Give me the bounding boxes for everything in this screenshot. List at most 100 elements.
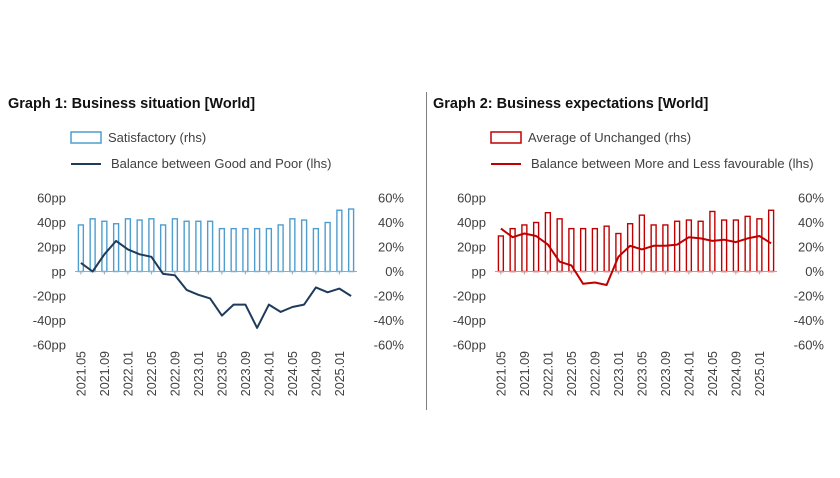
graph-1-title: Graph 1: Business situation [World] bbox=[8, 96, 256, 112]
x-tick-label: 2023.01 bbox=[192, 351, 206, 396]
y-right-tick-label: 0% bbox=[385, 264, 404, 279]
y-right-tick-label: -20% bbox=[794, 289, 825, 304]
legend-bar-label: Satisfactory (rhs) bbox=[108, 130, 206, 145]
bar bbox=[324, 221, 331, 273]
y-left-tick-label: -20pp bbox=[453, 289, 486, 304]
graph-2-panel: Graph 2: Business expectations [World] A… bbox=[420, 0, 840, 478]
x-tick-label: 2022.01 bbox=[541, 351, 555, 396]
bar bbox=[206, 220, 214, 273]
bar bbox=[124, 218, 132, 273]
y-left-tick-label: 60pp bbox=[37, 191, 66, 206]
y-left-tick-label: -40pp bbox=[33, 313, 66, 328]
y-right-tick-label: 40% bbox=[798, 215, 824, 230]
x-tick-label: 2024.09 bbox=[729, 351, 743, 396]
x-tick-label: 2022.09 bbox=[588, 351, 602, 396]
bar bbox=[336, 209, 343, 273]
y-left-tick-label: -40pp bbox=[453, 313, 486, 328]
bar bbox=[136, 219, 143, 273]
y-left-tick-label: 40pp bbox=[37, 215, 66, 230]
y-left-tick-label: -60pp bbox=[33, 338, 66, 353]
legend-bar-swatch bbox=[70, 131, 102, 144]
bar bbox=[347, 208, 355, 273]
legend-bar-swatch bbox=[490, 131, 522, 144]
bar bbox=[638, 214, 646, 273]
x-tick-label: 2024.05 bbox=[286, 351, 300, 396]
y-left-tick-label: 40pp bbox=[457, 215, 486, 230]
bar bbox=[289, 218, 296, 273]
x-axis: 2021.05 2021.09 2022.01 2022.05 2022.09 2023.… bbox=[74, 271, 347, 396]
bar bbox=[171, 218, 179, 273]
x-tick-label: 2022.09 bbox=[168, 351, 182, 396]
bar bbox=[159, 224, 167, 273]
x-tick-label: 2022.01 bbox=[121, 351, 135, 396]
y-axis-right: 60% 40% 20% 0% -20% -40% -60% bbox=[374, 191, 405, 353]
y-right-tick-label: -40% bbox=[794, 313, 825, 328]
y-right-tick-label: 60% bbox=[378, 191, 404, 206]
y-axis-right: 60% 40% 20% 0% -20% -40% -60% bbox=[794, 191, 825, 353]
y-left-tick-label: 20pp bbox=[37, 240, 66, 255]
y-left-tick-label: 60pp bbox=[457, 191, 486, 206]
legend-line-label: Balance between Good and Poor (lhs) bbox=[111, 156, 331, 171]
bar bbox=[253, 227, 261, 273]
x-tick-label: 2021.05 bbox=[74, 351, 88, 396]
y-left-tick-label: 20pp bbox=[457, 240, 486, 255]
bar bbox=[697, 220, 704, 273]
y-left-tick-label: pp bbox=[472, 264, 486, 279]
y-right-tick-label: -60% bbox=[794, 338, 825, 353]
bar bbox=[532, 221, 540, 273]
graph-2-svg: Average of Unchanged (rhs) Balance betwee… bbox=[453, 130, 825, 396]
bar bbox=[242, 227, 249, 273]
x-tick-label: 2023.09 bbox=[239, 351, 253, 396]
bar bbox=[300, 219, 308, 273]
bar bbox=[767, 209, 775, 273]
bar bbox=[183, 220, 190, 273]
bar bbox=[112, 223, 120, 273]
bar bbox=[615, 232, 622, 273]
bar bbox=[312, 227, 320, 273]
bar bbox=[650, 224, 657, 273]
bar bbox=[277, 224, 284, 273]
bar bbox=[265, 227, 273, 273]
x-axis: 2021.05 2021.09 2022.01 2022.05 2022.09 2023.… bbox=[494, 271, 767, 396]
bar bbox=[685, 219, 693, 273]
graph-1-panel: Graph 1: Business situation [World] Sati… bbox=[8, 96, 405, 396]
x-tick-label: 2023.09 bbox=[659, 351, 673, 396]
bar bbox=[579, 227, 587, 273]
legend-bar-label: Average of Unchanged (rhs) bbox=[528, 130, 691, 145]
bar bbox=[148, 218, 155, 273]
x-tick-label: 2022.05 bbox=[145, 351, 159, 396]
x-tick-label: 2023.05 bbox=[215, 351, 229, 396]
y-left-tick-label: -20pp bbox=[33, 289, 66, 304]
x-tick-label: 2024.09 bbox=[309, 351, 323, 396]
x-tick-label: 2021.05 bbox=[494, 351, 508, 396]
bar bbox=[744, 215, 751, 273]
y-right-tick-label: 20% bbox=[378, 240, 404, 255]
bar bbox=[720, 219, 728, 273]
x-tick-label: 2023.01 bbox=[612, 351, 626, 396]
x-tick-label: 2024.01 bbox=[262, 351, 276, 396]
y-right-tick-label: -60% bbox=[374, 338, 405, 353]
panel-divider bbox=[426, 92, 427, 410]
line-series bbox=[80, 239, 352, 329]
bar bbox=[230, 227, 237, 273]
y-right-tick-label: -40% bbox=[374, 313, 405, 328]
legend-line-label: Balance between More and Less favourable… bbox=[531, 156, 814, 171]
bar bbox=[195, 220, 202, 273]
y-left-tick-label: -60pp bbox=[453, 338, 486, 353]
bar bbox=[497, 235, 505, 273]
x-tick-label: 2024.05 bbox=[706, 351, 720, 396]
bar bbox=[732, 219, 740, 273]
y-axis-left: 60pp 40pp 20pp pp -20pp -40pp -60pp bbox=[33, 191, 66, 353]
bar bbox=[101, 220, 108, 273]
x-tick-label: 2021.09 bbox=[518, 351, 532, 396]
graph-2-title: Graph 2: Business expectations [World] bbox=[433, 96, 709, 112]
bar bbox=[756, 218, 763, 273]
legend: Satisfactory (rhs) Balance between Good a… bbox=[70, 130, 331, 171]
bar bbox=[603, 225, 610, 273]
x-tick-label: 2024.01 bbox=[682, 351, 696, 396]
y-left-tick-label: pp bbox=[52, 264, 66, 279]
y-right-tick-label: 60% bbox=[798, 191, 824, 206]
legend: Average of Unchanged (rhs) Balance betwee… bbox=[490, 130, 814, 171]
x-tick-label: 2021.09 bbox=[98, 351, 112, 396]
bar bbox=[556, 218, 563, 273]
